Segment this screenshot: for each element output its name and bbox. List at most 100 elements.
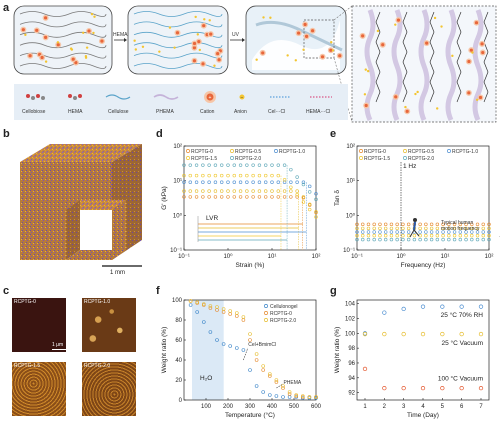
data-point <box>441 230 445 234</box>
anion-particle <box>85 46 89 49</box>
data-point <box>389 230 394 234</box>
data-point <box>261 368 265 372</box>
hema-icon <box>68 94 82 100</box>
data-point <box>201 302 206 306</box>
data-point <box>295 180 299 184</box>
data-point <box>378 233 382 238</box>
y-tick-label: 104 <box>345 302 356 308</box>
data-point <box>420 385 426 391</box>
data-point <box>383 230 388 234</box>
legend-label: RCPTG-0.5 <box>408 149 434 155</box>
data-point <box>195 300 200 304</box>
afm-scale-bar <box>52 349 66 351</box>
anion-particle <box>92 31 95 35</box>
legend-label: RCPTG-1.5 <box>364 156 390 162</box>
data-point <box>441 222 445 227</box>
data-point <box>429 230 434 234</box>
anion-particle <box>90 12 94 16</box>
data-point <box>447 230 451 234</box>
plot-frame <box>356 145 490 251</box>
data-point <box>435 237 440 242</box>
y-tick-label: 10⁰ <box>346 212 356 219</box>
x-axis-title: Frequency (Hz) <box>401 262 446 269</box>
x-tick-label: 2 <box>383 404 387 410</box>
data-point <box>257 163 262 167</box>
data-point <box>355 226 359 231</box>
data-point <box>382 310 387 315</box>
arrow-uv-label: UV <box>232 32 240 38</box>
data-point <box>226 195 230 199</box>
data-point <box>188 163 192 167</box>
data-point <box>261 364 265 368</box>
data-point <box>420 304 426 309</box>
data-point <box>215 338 219 342</box>
data-point <box>458 222 463 227</box>
data-point <box>447 222 451 227</box>
data-point <box>264 163 268 167</box>
legend-marker <box>186 156 190 160</box>
data-point <box>378 237 382 242</box>
condition-label-vacuum-25: 25 °C Vacuum <box>442 339 484 347</box>
data-point <box>232 195 236 199</box>
data-point <box>188 303 193 307</box>
data-point <box>188 299 193 303</box>
legend-marker <box>264 318 268 322</box>
cation-core <box>35 28 39 32</box>
data-point <box>213 163 218 167</box>
data-point <box>282 180 287 184</box>
data-point <box>274 378 279 382</box>
x-tick-label: 5 <box>441 404 445 410</box>
data-point <box>361 226 365 231</box>
data-point <box>435 222 440 227</box>
data-point <box>251 173 255 178</box>
x-tick-label: 7 <box>479 404 483 410</box>
data-point <box>487 237 491 242</box>
data-point <box>289 185 293 189</box>
data-point <box>481 226 485 231</box>
x-tick-label: 1 <box>363 404 367 410</box>
panel-label-c: c <box>3 285 10 297</box>
data-point <box>207 189 211 193</box>
data-point <box>257 180 262 184</box>
panel-label-b: b <box>3 128 10 140</box>
anion-icon: − <box>239 94 245 101</box>
data-point <box>452 237 457 242</box>
data-point <box>366 222 371 227</box>
legend-label-cation: Cation <box>200 109 215 115</box>
data-point <box>314 210 318 214</box>
data-point <box>459 385 464 391</box>
cation-core <box>381 43 385 47</box>
data-point <box>361 230 365 234</box>
runner-icons <box>409 218 500 238</box>
data-point <box>406 222 411 227</box>
data-point <box>213 195 218 199</box>
data-point <box>441 237 445 242</box>
data-point <box>245 173 249 178</box>
anion-particle <box>433 16 437 20</box>
data-point <box>228 344 232 348</box>
data-point <box>274 394 279 398</box>
chain-line <box>133 52 223 59</box>
data-point <box>424 230 428 234</box>
data-point <box>464 237 468 242</box>
afm-label-rcptg-0: RCPTG-0 <box>14 299 36 305</box>
chart-f-tga: 100 200 300 400 500 600 0 20 40 60 80 100 Temperatur… <box>161 298 322 419</box>
data-point <box>470 222 474 227</box>
legend-marker <box>264 311 268 315</box>
data-point <box>395 237 399 242</box>
data-point <box>248 368 252 372</box>
data-point <box>487 230 491 234</box>
data-point <box>362 331 368 337</box>
runner-leg-icon <box>409 229 415 238</box>
data-point <box>235 314 239 318</box>
chain-line <box>133 42 223 49</box>
data-point <box>251 180 255 184</box>
y-tick-label: 98 <box>348 346 355 352</box>
data-point <box>424 226 428 231</box>
runner-body-icon <box>412 221 417 231</box>
condition-label-rh: 25 °C 70% RH <box>441 311 484 319</box>
cation-core <box>311 29 315 33</box>
phema-chain <box>472 9 484 122</box>
data-point <box>301 182 306 187</box>
data-point <box>251 189 255 193</box>
